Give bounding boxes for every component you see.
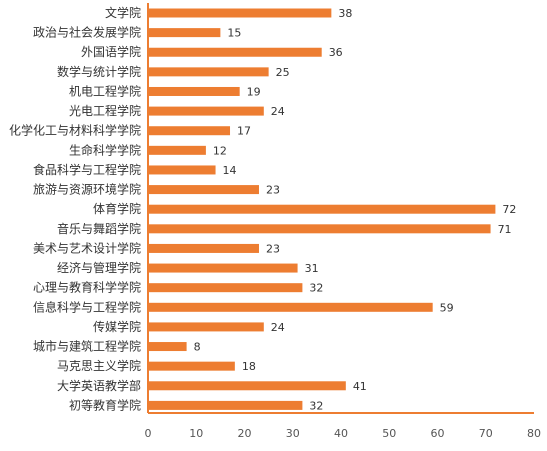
x-tick-label-8: 80 [527,427,541,440]
value-label-14: 32 [309,282,323,295]
bar-1 [148,28,221,38]
bar-14 [148,283,303,293]
category-label-15: 信息科学与工程学院 [33,299,141,314]
value-label-0: 38 [338,7,352,20]
value-labels-group: 38 15 36 25 19 24 17 12 14 23 72 71 23 31 32 59 24 8 18 41 3… [194,7,517,412]
category-label-11: 音乐与舞蹈学院 [57,221,141,236]
value-label-1: 15 [227,27,241,40]
category-label-20: 初等教育学院 [69,397,141,412]
category-label-2: 外国语学院 [81,44,141,59]
bar-4 [148,86,240,96]
category-label-8: 食品科学与工程学院 [33,162,141,177]
value-label-19: 41 [353,380,367,393]
category-label-9: 旅游与资源环境学院 [33,182,141,197]
bar-16 [148,322,264,332]
bar-12 [148,243,259,253]
category-label-14: 心理与教育科学学院 [33,280,141,295]
value-label-5: 24 [271,105,285,118]
bar-18 [148,361,235,371]
value-label-10: 72 [502,203,516,216]
value-label-15: 59 [440,301,454,314]
category-label-1: 政治与社会发展学院 [33,25,141,40]
bar-20 [148,400,303,410]
x-tick-label-0: 0 [145,427,152,440]
category-label-12: 美术与艺术设计学院 [33,240,141,255]
x-tick-labels-group: 0 10 20 30 40 50 60 70 80 [145,427,542,440]
category-label-6: 化学化工与材料科学学院 [9,123,141,138]
value-label-20: 32 [309,399,323,412]
category-label-7: 生命科学学院 [69,142,141,157]
bar-11 [148,224,491,234]
bar-13 [148,263,298,273]
value-label-4: 19 [247,85,261,98]
value-label-8: 14 [223,164,237,177]
bar-9 [148,185,259,195]
value-label-6: 17 [237,125,251,138]
bar-6 [148,126,231,136]
bar-15 [148,302,433,312]
category-labels-group: 文学院政治与社会发展学院外国语学院数学与统计学院机电工程学院光电工程学院化学化工… [9,5,141,412]
x-tick-label-4: 40 [334,427,348,440]
category-label-0: 文学院 [105,5,141,20]
bar-3 [148,67,269,77]
value-label-9: 23 [266,184,280,197]
category-label-5: 光电工程学院 [69,103,141,118]
bar-5 [148,106,264,116]
x-tick-label-3: 30 [286,427,300,440]
bar-7 [148,145,206,155]
bar-19 [148,381,346,391]
value-label-13: 31 [305,262,319,275]
x-tick-label-7: 70 [479,427,493,440]
value-label-12: 23 [266,242,280,255]
value-label-7: 12 [213,144,227,157]
value-label-11: 71 [498,223,512,236]
bars-group [148,8,496,410]
category-label-13: 经济与管理学院 [57,260,141,275]
category-label-10: 体育学院 [93,201,141,216]
category-label-4: 机电工程学院 [69,83,141,98]
x-tick-label-1: 10 [189,427,203,440]
bar-0 [148,8,332,18]
category-label-19: 大学英语教学部 [57,378,141,393]
bar-10 [148,204,496,214]
x-tick-label-2: 20 [238,427,252,440]
value-label-18: 18 [242,360,256,373]
value-label-3: 25 [276,66,290,79]
x-tick-label-6: 60 [431,427,445,440]
value-label-17: 8 [194,341,201,354]
category-label-18: 马克思主义学院 [57,358,141,373]
bar-17 [148,342,187,352]
x-tick-label-5: 50 [382,427,396,440]
bar-2 [148,47,322,57]
value-label-2: 36 [329,46,343,59]
category-label-16: 传媒学院 [93,319,141,334]
bar-8 [148,165,216,175]
value-label-16: 24 [271,321,285,334]
category-label-17: 城市与建筑工程学院 [33,339,141,354]
category-label-3: 数学与统计学院 [57,64,141,79]
